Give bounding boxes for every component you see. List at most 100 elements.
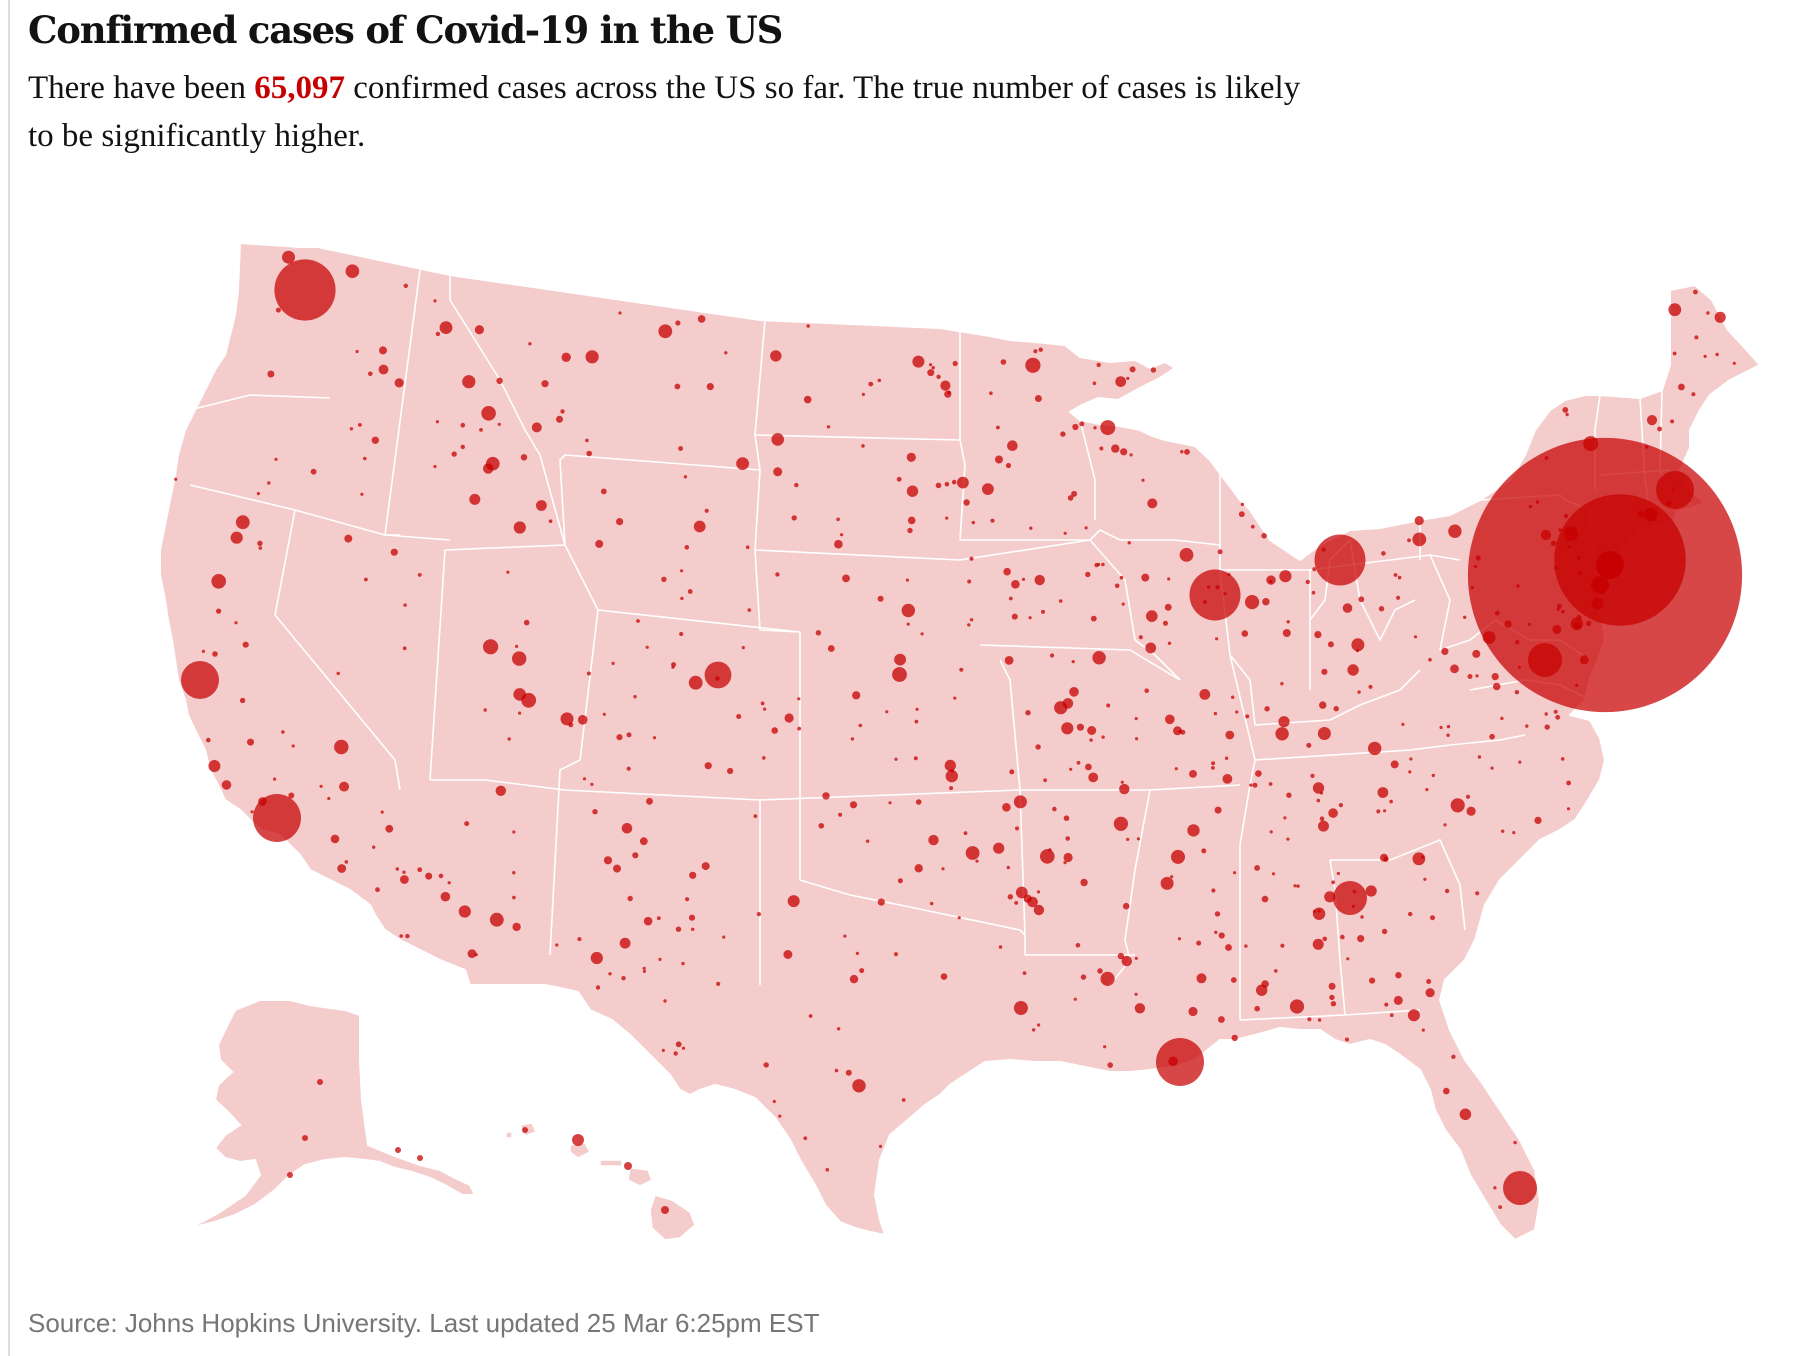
county-bubble (770, 350, 782, 362)
county-bubble (691, 927, 695, 931)
county-bubble (621, 976, 626, 981)
county-bubble (825, 1168, 830, 1172)
county-bubble (861, 444, 865, 448)
county-bubble (645, 645, 649, 649)
county-bubble (1038, 347, 1043, 352)
county-bubble (1703, 354, 1707, 358)
county-bubble (773, 467, 783, 477)
county-bubble (1670, 419, 1675, 424)
county-bubble (928, 834, 939, 846)
county-bubble (1282, 629, 1291, 637)
county-bubble (1338, 803, 1343, 808)
county-bubble (1312, 907, 1326, 920)
county-bubble (1007, 894, 1013, 900)
county-bubble (1211, 888, 1216, 893)
county-bubble (1073, 997, 1077, 1001)
county-bubble (1280, 682, 1284, 686)
county-bubble (683, 475, 688, 479)
county-bubble (257, 540, 263, 546)
county-bubble (1088, 772, 1099, 783)
county-bubble (859, 968, 865, 974)
county-bubble (1544, 724, 1550, 730)
county-bubble (1021, 577, 1026, 582)
county-bubble (1147, 498, 1158, 509)
county-bubble (877, 898, 885, 906)
county-bubble (1028, 616, 1032, 620)
county-bubble (940, 973, 948, 980)
county-bubble (842, 574, 850, 583)
county-bubble (1369, 977, 1376, 984)
county-bubble (621, 823, 633, 834)
county-bubble (1222, 774, 1233, 784)
county-bubble (1333, 706, 1339, 712)
county-bubble (1002, 803, 1011, 812)
county-bubble (1036, 890, 1041, 894)
county-bubble (464, 821, 470, 827)
county-bubble (1015, 826, 1019, 831)
county-bubble (613, 864, 621, 873)
county-bubble (435, 420, 439, 424)
county-bubble (787, 895, 800, 908)
nyc-core-bubble (1591, 576, 1609, 594)
county-bubble (1199, 689, 1211, 700)
county-bubble (858, 723, 863, 728)
county-bubble (282, 250, 295, 264)
county-bubble (327, 796, 331, 801)
county-bubble (1327, 641, 1334, 648)
hotspot-bubble (1156, 1038, 1204, 1086)
county-bubble (888, 801, 892, 805)
county-bubble (1096, 362, 1101, 368)
county-bubble (1657, 426, 1662, 432)
hawaii-molokai (599, 1159, 623, 1167)
county-bubble (935, 482, 942, 489)
county-bubble (877, 595, 884, 602)
county-bubble (906, 622, 910, 626)
county-bubble (440, 891, 451, 902)
county-bubble (1127, 541, 1131, 545)
county-bubble (965, 846, 980, 860)
county-bubble (1365, 885, 1377, 897)
county-bubble (1003, 567, 1011, 576)
hawaii-bubble (522, 1127, 528, 1133)
county-bubble (497, 422, 501, 426)
county-bubble (1357, 690, 1361, 694)
county-bubble (849, 801, 858, 809)
county-bubble (1240, 502, 1245, 507)
county-bubble (616, 518, 624, 526)
county-bubble (1475, 891, 1480, 896)
county-bubble (747, 608, 752, 612)
county-bubble (1498, 1205, 1503, 1209)
county-bubble (791, 515, 797, 521)
county-bubble (291, 744, 295, 748)
county-bubble (1033, 904, 1045, 916)
county-bubble (1275, 727, 1289, 741)
county-bubble (1022, 971, 1027, 975)
county-bubble (1129, 453, 1133, 457)
county-bubble (760, 701, 765, 706)
county-bubble (1555, 714, 1561, 720)
county-bubble (945, 769, 958, 783)
county-bubble (364, 577, 368, 582)
county-bubble (1312, 567, 1317, 572)
county-bubble (687, 589, 693, 594)
county-bubble (855, 951, 860, 956)
county-bubble (1069, 767, 1073, 771)
county-bubble (1261, 533, 1267, 539)
hotspot-bubble (1333, 881, 1367, 915)
county-bubble (1249, 783, 1253, 787)
county-bubble (1224, 756, 1229, 760)
county-bubble (512, 830, 516, 834)
county-bubble (1244, 944, 1248, 948)
hawaii-bubble (624, 1162, 632, 1170)
county-bubble (1477, 755, 1482, 759)
county-bubble (339, 781, 350, 792)
county-bubble (1393, 995, 1403, 1005)
county-bubble (877, 378, 882, 383)
county-bubble (1383, 809, 1387, 813)
county-bubble (868, 381, 874, 387)
county-bubble (555, 943, 559, 947)
county-bubble (771, 727, 778, 734)
county-bubble (586, 671, 591, 676)
county-bubble (1443, 823, 1447, 827)
county-bubble (1211, 761, 1216, 766)
